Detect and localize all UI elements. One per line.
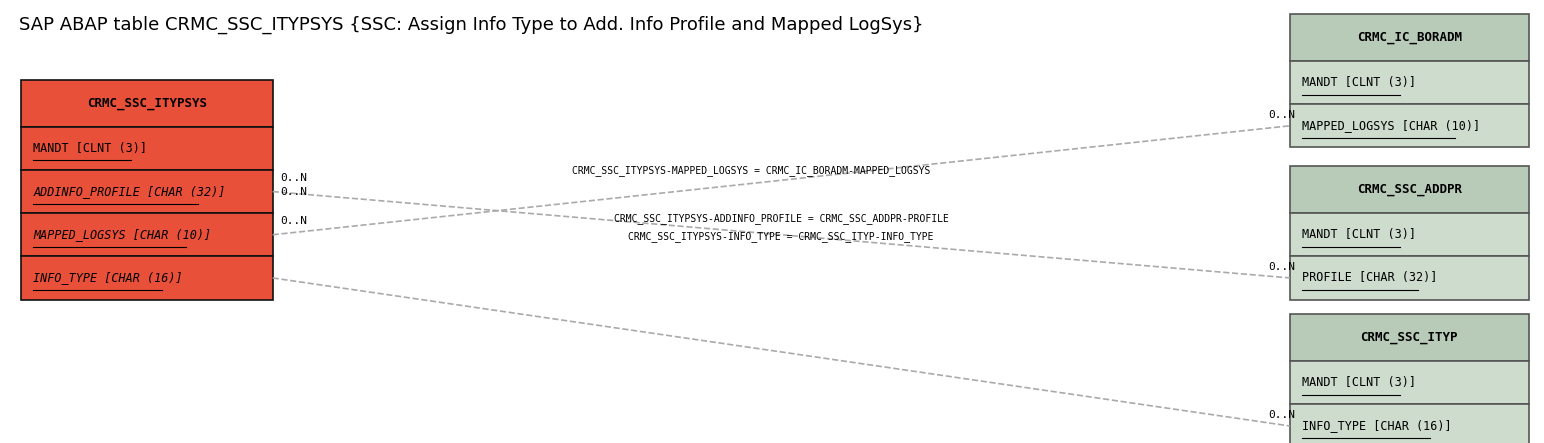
Text: PROFILE [CHAR (32)]: PROFILE [CHAR (32)]: [1302, 272, 1437, 284]
Bar: [1289, 404, 1529, 443]
Bar: [1289, 61, 1529, 104]
Text: CRMC_SSC_ITYPSYS-INFO_TYPE = CRMC_SSC_ITYP-INFO_TYPE: CRMC_SSC_ITYPSYS-INFO_TYPE = CRMC_SSC_IT…: [628, 231, 934, 242]
Text: CRMC_SSC_ADDPR: CRMC_SSC_ADDPR: [1357, 183, 1462, 196]
Bar: [1289, 361, 1529, 404]
Text: MAPPED_LOGSYS [CHAR (10)]: MAPPED_LOGSYS [CHAR (10)]: [34, 228, 212, 241]
Text: 0..N: 0..N: [281, 217, 307, 226]
Bar: [22, 170, 273, 213]
Bar: [22, 80, 273, 127]
Text: 0..N: 0..N: [1268, 262, 1295, 272]
Text: ADDINFO_PROFILE [CHAR (32)]: ADDINFO_PROFILE [CHAR (32)]: [34, 185, 225, 198]
Bar: [22, 127, 273, 170]
Bar: [1289, 314, 1529, 361]
Text: INFO_TYPE [CHAR (16)]: INFO_TYPE [CHAR (16)]: [1302, 420, 1451, 432]
Text: MANDT [CLNT (3)]: MANDT [CLNT (3)]: [1302, 376, 1416, 389]
Text: MANDT [CLNT (3)]: MANDT [CLNT (3)]: [34, 142, 147, 155]
Bar: [22, 256, 273, 299]
Bar: [1289, 256, 1529, 299]
Text: MAPPED_LOGSYS [CHAR (10)]: MAPPED_LOGSYS [CHAR (10)]: [1302, 119, 1481, 132]
Bar: [22, 213, 273, 256]
Bar: [1289, 14, 1529, 61]
Text: SAP ABAP table CRMC_SSC_ITYPSYS {SSC: Assign Info Type to Add. Info Profile and : SAP ABAP table CRMC_SSC_ITYPSYS {SSC: As…: [20, 16, 923, 34]
Text: 0..N: 0..N: [1268, 410, 1295, 420]
Text: 0..N: 0..N: [281, 187, 307, 197]
Text: INFO_TYPE [CHAR (16)]: INFO_TYPE [CHAR (16)]: [34, 272, 184, 284]
Text: CRMC_SSC_ITYPSYS: CRMC_SSC_ITYPSYS: [86, 97, 207, 110]
Text: CRMC_SSC_ITYP: CRMC_SSC_ITYP: [1360, 331, 1458, 344]
Text: 0..N: 0..N: [281, 173, 307, 183]
Text: CRMC_SSC_ITYPSYS-ADDINFO_PROFILE = CRMC_SSC_ADDPR-PROFILE: CRMC_SSC_ITYPSYS-ADDINFO_PROFILE = CRMC_…: [615, 213, 948, 224]
Bar: [1289, 166, 1529, 213]
Text: CRMC_IC_BORADM: CRMC_IC_BORADM: [1357, 31, 1462, 44]
Text: MANDT [CLNT (3)]: MANDT [CLNT (3)]: [1302, 228, 1416, 241]
Bar: [1289, 104, 1529, 148]
Bar: [1289, 213, 1529, 256]
Text: MANDT [CLNT (3)]: MANDT [CLNT (3)]: [1302, 76, 1416, 89]
Text: CRMC_SSC_ITYPSYS-MAPPED_LOGSYS = CRMC_IC_BORADM-MAPPED_LOGSYS: CRMC_SSC_ITYPSYS-MAPPED_LOGSYS = CRMC_IC…: [573, 165, 931, 175]
Text: 0..N: 0..N: [1268, 110, 1295, 120]
